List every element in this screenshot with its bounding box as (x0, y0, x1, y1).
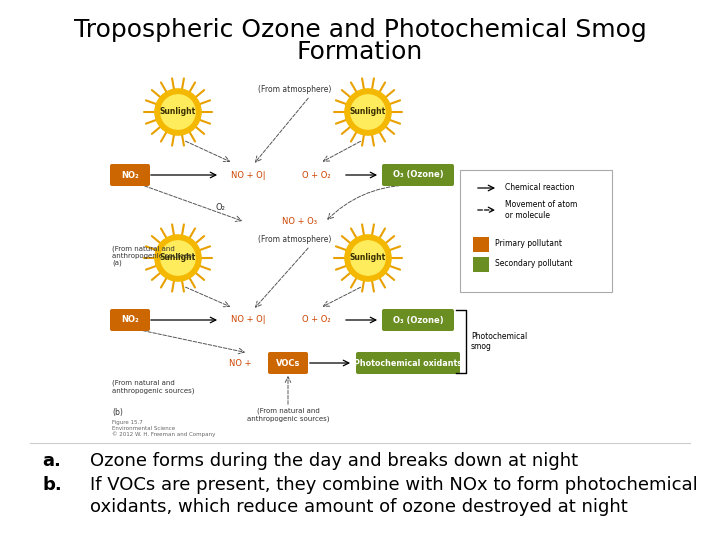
Text: If VOCs are present, they combine with NOx to form photochemical: If VOCs are present, they combine with N… (90, 476, 698, 494)
Circle shape (345, 89, 391, 135)
Text: (From natural and
anthropogenic sources): (From natural and anthropogenic sources) (112, 380, 194, 394)
Text: NO + O|: NO + O| (230, 315, 265, 325)
Text: O₃ (Ozone): O₃ (Ozone) (392, 171, 444, 179)
Text: Ozone forms during the day and breaks down at night: Ozone forms during the day and breaks do… (90, 452, 578, 470)
FancyBboxPatch shape (473, 237, 489, 252)
Circle shape (161, 241, 195, 275)
Text: Photochemical oxidants: Photochemical oxidants (354, 359, 462, 368)
Text: (From natural and
anthropogenic sources)
(a): (From natural and anthropogenic sources)… (112, 245, 194, 267)
Text: O + O₂: O + O₂ (302, 315, 330, 325)
Text: NO + O₃: NO + O₃ (282, 218, 318, 226)
FancyBboxPatch shape (110, 164, 150, 186)
Text: (From atmosphere): (From atmosphere) (258, 85, 332, 94)
Text: b.: b. (42, 476, 62, 494)
Text: Sunlight: Sunlight (160, 107, 196, 117)
Text: Photochemical
smog: Photochemical smog (471, 332, 527, 351)
Text: Movement of atom
or molecule: Movement of atom or molecule (505, 200, 577, 220)
Text: Chemical reaction: Chemical reaction (505, 184, 575, 192)
FancyBboxPatch shape (268, 352, 308, 374)
Text: oxidants, which reduce amount of ozone destroyed at night: oxidants, which reduce amount of ozone d… (90, 498, 628, 516)
Text: O₂: O₂ (215, 202, 225, 212)
Text: (From atmosphere): (From atmosphere) (258, 235, 332, 245)
Text: Sunlight: Sunlight (160, 253, 196, 262)
FancyBboxPatch shape (110, 309, 150, 331)
Text: Secondary pollutant: Secondary pollutant (495, 260, 572, 268)
Circle shape (161, 95, 195, 129)
Text: Sunlight: Sunlight (350, 107, 386, 117)
FancyBboxPatch shape (382, 309, 454, 331)
Text: Figure 15.7
Environmental Science
© 2012 W. H. Freeman and Company: Figure 15.7 Environmental Science © 2012… (112, 420, 215, 437)
FancyBboxPatch shape (460, 170, 612, 292)
Text: (b): (b) (112, 408, 123, 417)
Circle shape (351, 95, 385, 129)
Text: (From natural and
anthropogenic sources): (From natural and anthropogenic sources) (247, 408, 329, 422)
Text: O + O₂: O + O₂ (302, 171, 330, 179)
Text: Tropospheric Ozone and Photochemical Smog: Tropospheric Ozone and Photochemical Smo… (73, 18, 647, 42)
Circle shape (155, 235, 201, 281)
Circle shape (345, 235, 391, 281)
Circle shape (155, 89, 201, 135)
Text: O₃ (Ozone): O₃ (Ozone) (392, 315, 444, 325)
FancyBboxPatch shape (356, 352, 460, 374)
Text: Primary pollutant: Primary pollutant (495, 240, 562, 248)
Text: Formation: Formation (297, 40, 423, 64)
Text: NO₂: NO₂ (121, 171, 139, 179)
FancyBboxPatch shape (473, 257, 489, 272)
Text: a.: a. (42, 452, 61, 470)
FancyBboxPatch shape (382, 164, 454, 186)
Text: VOCs: VOCs (276, 359, 300, 368)
Text: NO₂: NO₂ (121, 315, 139, 325)
Text: NO + O|: NO + O| (230, 171, 265, 179)
Text: NO +: NO + (229, 359, 251, 368)
Circle shape (351, 241, 385, 275)
Text: Sunlight: Sunlight (350, 253, 386, 262)
